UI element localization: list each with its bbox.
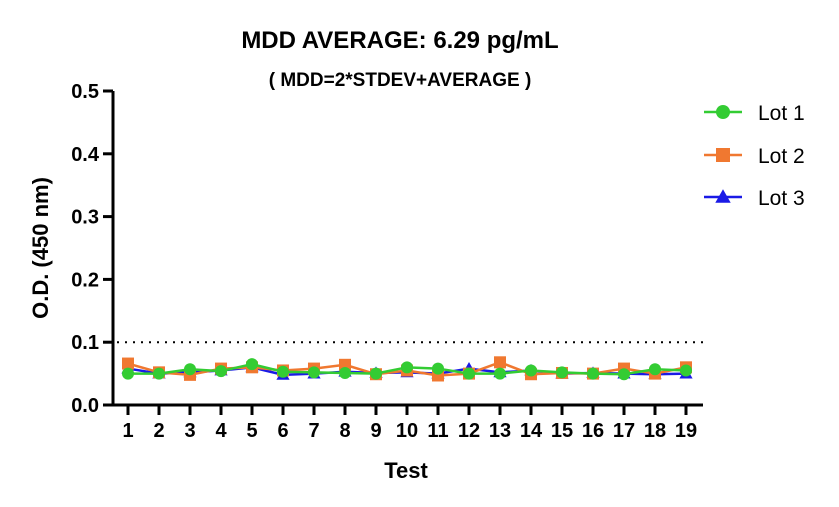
data-point: [308, 366, 320, 379]
data-point: [122, 357, 134, 370]
x-tick-label: 17: [613, 420, 635, 442]
data-point: [494, 356, 506, 369]
legend-marker: [716, 105, 730, 119]
x-tick-label: 4: [215, 420, 227, 442]
x-tick-label: 8: [339, 420, 350, 442]
x-axis-label: Test: [384, 458, 428, 483]
series-lot-1: [122, 358, 692, 381]
data-point: [680, 364, 692, 377]
axes: 0.00.10.20.30.40.51 2 3 4 5 6 7 8 9 10 11 12 13 14 15 1…: [71, 81, 703, 442]
data-point: [246, 358, 258, 371]
data-point: [649, 363, 661, 376]
data-point: [556, 366, 568, 379]
legend-item-lot-1: Lot 1: [704, 102, 805, 125]
x-tick-label: 11: [427, 420, 448, 442]
legend: Lot 1 Lot 2 Lot 3: [704, 102, 805, 210]
y-tick-label: 0.0: [71, 395, 99, 417]
data-point: [401, 361, 413, 374]
data-point: [525, 364, 537, 377]
x-tick-label: 9: [370, 420, 381, 442]
x-tick-label: 12: [458, 420, 480, 442]
data-point: [618, 368, 630, 381]
data-point: [587, 367, 599, 380]
y-axis-label: O.D. (450 nm): [28, 177, 53, 319]
y-tick-label: 0.1: [71, 332, 99, 354]
x-tick-label: 16: [582, 420, 604, 442]
chart-title: MDD AVERAGE: 6.29 pg/mL: [241, 27, 558, 54]
y-tick-label: 0.4: [71, 144, 100, 166]
data-point: [370, 367, 382, 380]
x-tick-label: 13: [489, 420, 511, 442]
y-tick-label: 0.2: [71, 269, 99, 291]
legend-marker: [715, 189, 731, 203]
x-tick-label: 7: [308, 420, 319, 442]
legend-marker: [716, 148, 730, 162]
legend-item-lot-2: Lot 2: [704, 145, 805, 168]
legend-label: Lot 2: [758, 145, 805, 168]
chart-subtitle: ( MDD=2*STDEV+AVERAGE ): [269, 70, 532, 91]
data-point: [494, 367, 506, 380]
x-tick-label: 18: [644, 420, 666, 442]
y-tick-label: 0.5: [71, 81, 99, 103]
data-point: [339, 366, 351, 379]
data-point: [153, 367, 165, 380]
legend-label: Lot 1: [758, 102, 805, 125]
x-tick-label: 6: [277, 420, 288, 442]
data-point: [463, 367, 475, 380]
data-point: [122, 367, 134, 380]
x-tick-label: 2: [153, 420, 164, 442]
x-tick-label: 10: [396, 420, 418, 442]
series-layer: [121, 356, 693, 382]
legend-label: Lot 3: [758, 187, 805, 210]
y-tick-label: 0.3: [71, 207, 99, 229]
x-tick-label: 14: [520, 420, 543, 442]
data-point: [277, 365, 289, 378]
x-tick-label: 3: [184, 420, 195, 442]
x-tick-label: 15: [551, 420, 573, 442]
data-point: [215, 365, 227, 378]
x-tick-label: 5: [246, 420, 257, 442]
x-tick-label: 19: [675, 420, 697, 442]
legend-item-lot-3: Lot 3: [704, 187, 805, 210]
x-tick-label: 1: [122, 420, 133, 442]
data-point: [184, 363, 196, 376]
data-point: [432, 362, 444, 375]
